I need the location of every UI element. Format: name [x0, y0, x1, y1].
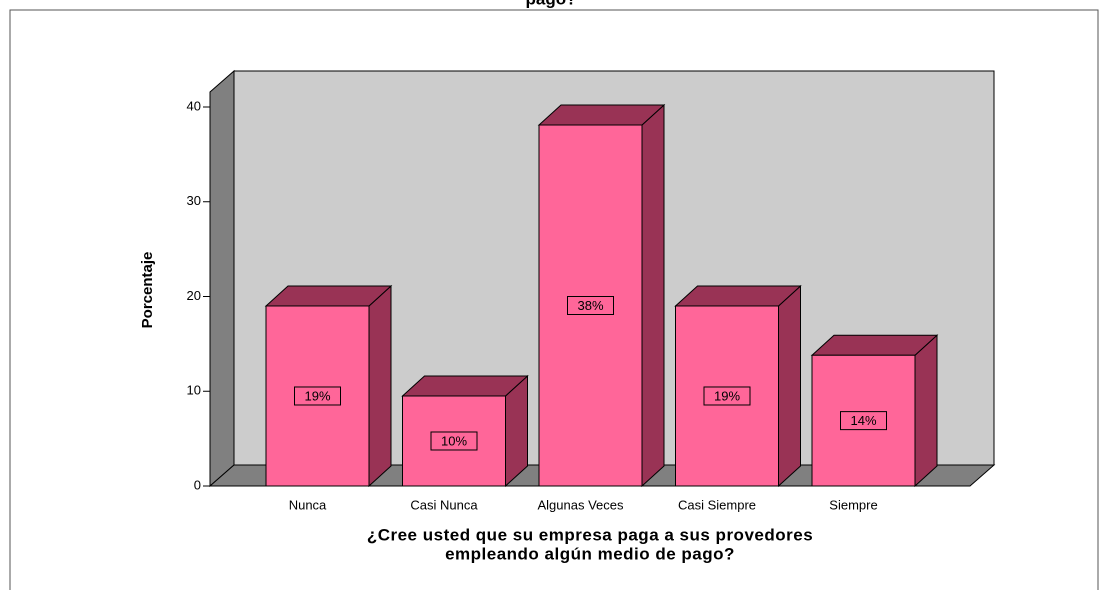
x-axis-title: empleando algún medio de pago? — [445, 544, 735, 563]
value-label: 19% — [304, 388, 330, 403]
y-tick-label: 20 — [187, 288, 201, 303]
bar-top — [264, 285, 393, 307]
value-label-box — [430, 431, 478, 451]
value-label-box — [703, 386, 751, 406]
x-tick-label: Nunca — [289, 497, 327, 512]
bar — [402, 395, 506, 487]
y-axis-title: Porcentaje — [139, 252, 156, 329]
x-tick-label: Casi Nunca — [410, 497, 478, 512]
plot: 0 10 20 30 40 19% Nunca 10% Casi Nunca 38% Algunas… — [187, 69, 996, 512]
value-label-box — [294, 386, 341, 406]
chart-title: pago? — [526, 0, 577, 8]
bar — [675, 305, 779, 487]
x-tick-label: Siempre — [829, 497, 877, 512]
bar-top — [537, 104, 666, 126]
y-tick-label: 10 — [187, 383, 201, 398]
x-axis-title: ¿Cree usted que su empresa paga a sus pr… — [367, 525, 813, 544]
bar-top — [401, 375, 529, 397]
bar-top — [810, 334, 939, 356]
left-wall — [209, 69, 235, 488]
bar-side — [368, 284, 392, 488]
bar — [265, 305, 370, 487]
bar-side — [778, 284, 801, 488]
bar-side — [914, 334, 938, 488]
y-tick-label: 30 — [187, 193, 201, 208]
x-tick-label: Casi Siempre — [678, 497, 756, 512]
value-label: 19% — [714, 388, 740, 403]
value-label: 10% — [441, 433, 467, 448]
bar-top — [674, 285, 802, 307]
value-label-box — [567, 296, 614, 316]
bar — [811, 354, 916, 487]
y-tick-label: 40 — [187, 98, 201, 113]
value-label-box — [840, 411, 887, 431]
y-tick-label: 0 — [194, 477, 201, 492]
value-label: 14% — [850, 413, 876, 428]
bar-side — [641, 103, 665, 488]
x-tick-label: Algunas Veces — [537, 497, 624, 512]
value-label: 38% — [577, 298, 603, 313]
bar — [538, 124, 643, 487]
